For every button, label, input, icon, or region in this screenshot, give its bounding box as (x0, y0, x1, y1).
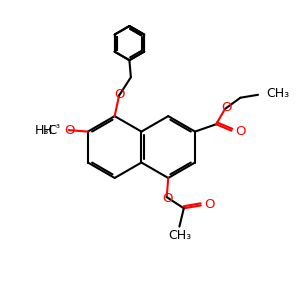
Text: ₃: ₃ (56, 120, 59, 130)
Text: O: O (162, 192, 172, 205)
Text: CH₃: CH₃ (266, 87, 290, 100)
Text: O: O (204, 198, 214, 211)
Text: H: H (43, 124, 52, 136)
Text: O: O (221, 101, 232, 114)
Text: O: O (64, 124, 75, 136)
Text: O: O (114, 88, 124, 100)
Text: H₃C: H₃C (34, 124, 58, 136)
Text: CH₃: CH₃ (168, 230, 192, 242)
Text: O: O (235, 125, 245, 138)
